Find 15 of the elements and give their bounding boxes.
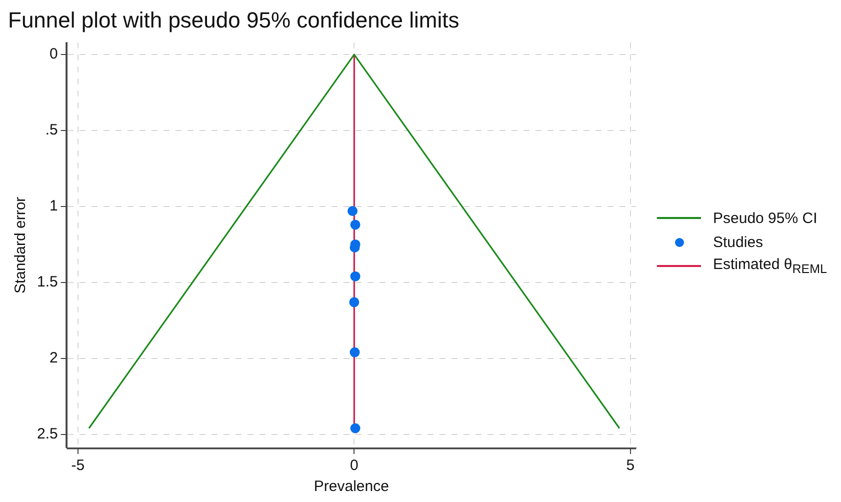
x-tick-label: 0 [350, 457, 358, 474]
y-tick-label: .5 [45, 122, 58, 139]
legend-label: Pseudo 95% CI [713, 210, 818, 226]
y-tick-label: 1 [50, 198, 58, 215]
y-tick-label: 2 [50, 350, 58, 367]
y-tick-label: 1.5 [36, 274, 58, 291]
y-tick-label: 0 [50, 46, 58, 63]
y-tick-label: 2.5 [36, 425, 58, 442]
legend-label: Studies [713, 234, 764, 250]
chart-title: Funnel plot with pseudo 95% confidence limits [8, 7, 460, 32]
x-tick-label: -5 [71, 457, 85, 474]
x-axis-title: Prevalence [314, 478, 389, 496]
y-axis-title: Standard error [12, 196, 30, 294]
legend-label: Estimated θ$_{REML}$ [713, 256, 827, 276]
x-tick-label: 5 [626, 457, 635, 474]
